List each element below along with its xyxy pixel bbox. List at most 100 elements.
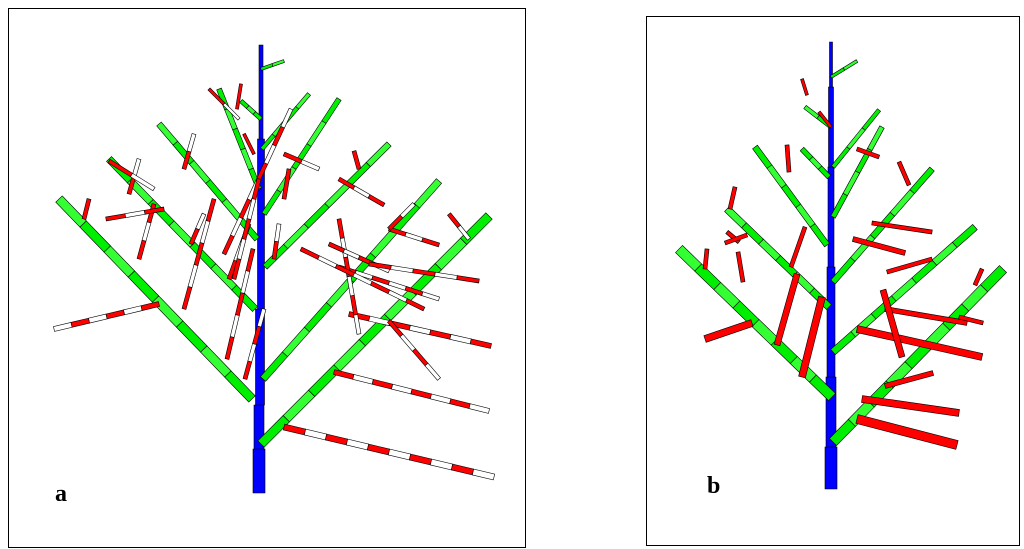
shoot [105,213,127,222]
shoot [245,248,256,272]
shoot [70,317,90,328]
shoot [817,110,833,129]
trunk-segment [252,448,266,494]
scaffold-branch [306,120,327,147]
scaffold-branch [156,121,179,146]
shoot [410,388,432,400]
shoot [429,329,452,340]
shoot [352,185,371,199]
scaffold-branch [961,284,989,312]
shoot [242,132,256,156]
shoot [702,248,710,270]
scaffold-branch [758,238,781,261]
shoot [404,232,424,242]
shoot [855,146,881,160]
shoot [449,398,471,409]
scaffold-branch [303,302,333,333]
shoot [879,288,906,359]
shoot [187,264,199,288]
scaffold-branch [205,179,228,204]
trunk-segment [827,166,835,268]
scaffold-branch [846,127,866,150]
shoot [434,271,458,280]
shoot [247,343,257,363]
shoot [300,159,321,172]
shoot [124,210,146,218]
shoot [387,448,412,461]
shoot [229,314,240,338]
shoot [371,378,394,390]
shoot [456,275,480,284]
scaffold-branch [803,104,820,120]
scaffold-branch [694,263,722,291]
shoot [871,220,933,235]
shoot [130,172,156,192]
shoot [186,133,197,153]
scaffold-branch [809,223,830,248]
shoot [222,102,241,121]
shoot [282,423,307,436]
scaffold-branch [79,220,111,253]
scaffold-branch [909,166,935,195]
scaffold-branch [980,265,1007,293]
shoot [351,150,362,170]
shoot [861,395,960,417]
shoot [81,198,92,220]
scaffold-branch [889,189,915,217]
scaffold-branch [780,184,802,208]
shoot [140,301,160,311]
tree-diagram-a [53,44,496,494]
shoot [336,218,345,239]
scaffold-branch [200,345,232,378]
panel-label-b: b [707,473,721,499]
shoot [421,237,440,248]
scaffold-branch [281,326,311,357]
shoot [224,336,235,360]
shoot [141,221,152,242]
scaffold-branch [675,244,703,272]
scaffold-branch [239,99,250,109]
scaffold-branch [831,146,851,169]
shoot [353,314,362,335]
shoot [723,232,749,246]
shoot [405,298,426,312]
scaffold-branch [861,108,881,131]
scaffold-branch [232,127,246,151]
shoot [450,463,475,476]
scaffold-branch [324,182,351,209]
shoot [896,160,912,187]
trunk-segment [829,41,833,88]
shoot [784,144,792,173]
shoot [447,212,461,229]
shoot [469,338,492,349]
panel-label-a: a [55,481,67,507]
trunk-segment [258,44,264,140]
panel-b: b [646,16,1020,546]
scaffold-branch [413,178,443,209]
shoot [390,265,414,274]
shoot [429,458,454,471]
shoot [251,178,262,200]
shoot [240,270,251,294]
shoot [256,308,267,328]
shoot [352,374,374,385]
shoot [274,223,282,243]
shoot [958,314,984,326]
scaffold-branch [795,203,816,228]
shoot [972,267,985,287]
trunk-segment [826,266,836,378]
shoot [449,334,472,345]
shoot [242,360,253,380]
shoot [883,370,935,389]
scaffold-branch [321,97,342,124]
tree-diagram-b [675,41,1007,490]
shoot [399,202,416,219]
scaffold-branch [766,164,787,189]
shoot [798,295,826,379]
shoot [800,78,809,96]
shoot [280,107,294,129]
scaffold-branch [724,206,747,229]
scaffold-branch [333,339,366,372]
shoot [388,280,407,291]
shoot [181,286,193,310]
